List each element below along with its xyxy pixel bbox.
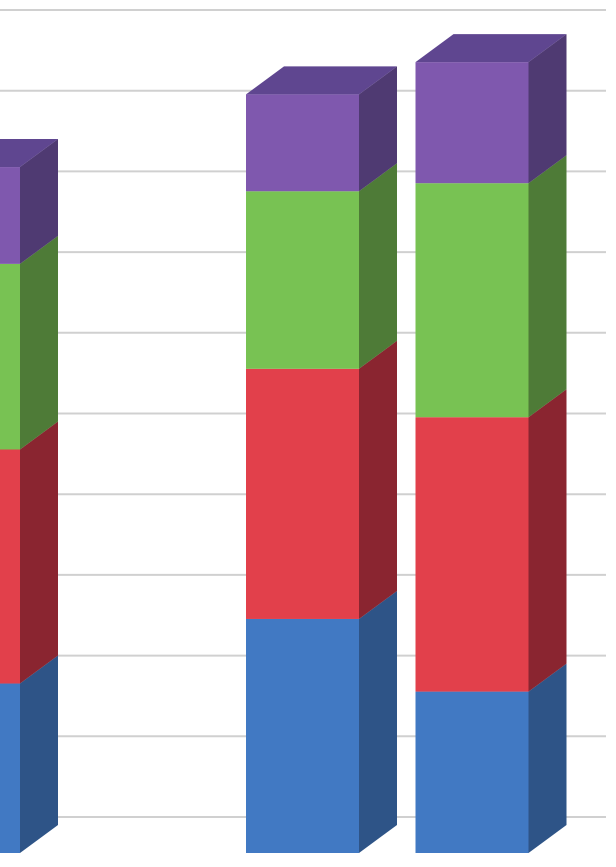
bar [415,183,529,418]
bar-side [20,139,58,264]
bar-side [528,663,567,853]
bar-side [359,163,397,369]
bar [246,94,359,192]
bar-side [528,389,567,692]
bar [415,62,529,184]
bar [0,263,20,450]
bar-side [528,155,567,418]
bar-side [20,235,58,450]
bar-side [359,340,397,619]
bar [0,683,20,853]
bar-top [246,66,397,95]
bar [246,191,359,369]
bar [0,449,20,684]
bar [246,368,359,619]
bar-top [415,34,567,63]
bar-side [20,421,58,684]
bar [246,618,359,853]
bar [415,691,529,853]
bar-side [20,655,58,853]
bar-side [528,34,567,184]
bar-side [359,590,397,853]
bar [415,417,529,692]
bar [0,167,20,264]
bar-top [0,139,58,168]
bar-side [359,66,397,192]
